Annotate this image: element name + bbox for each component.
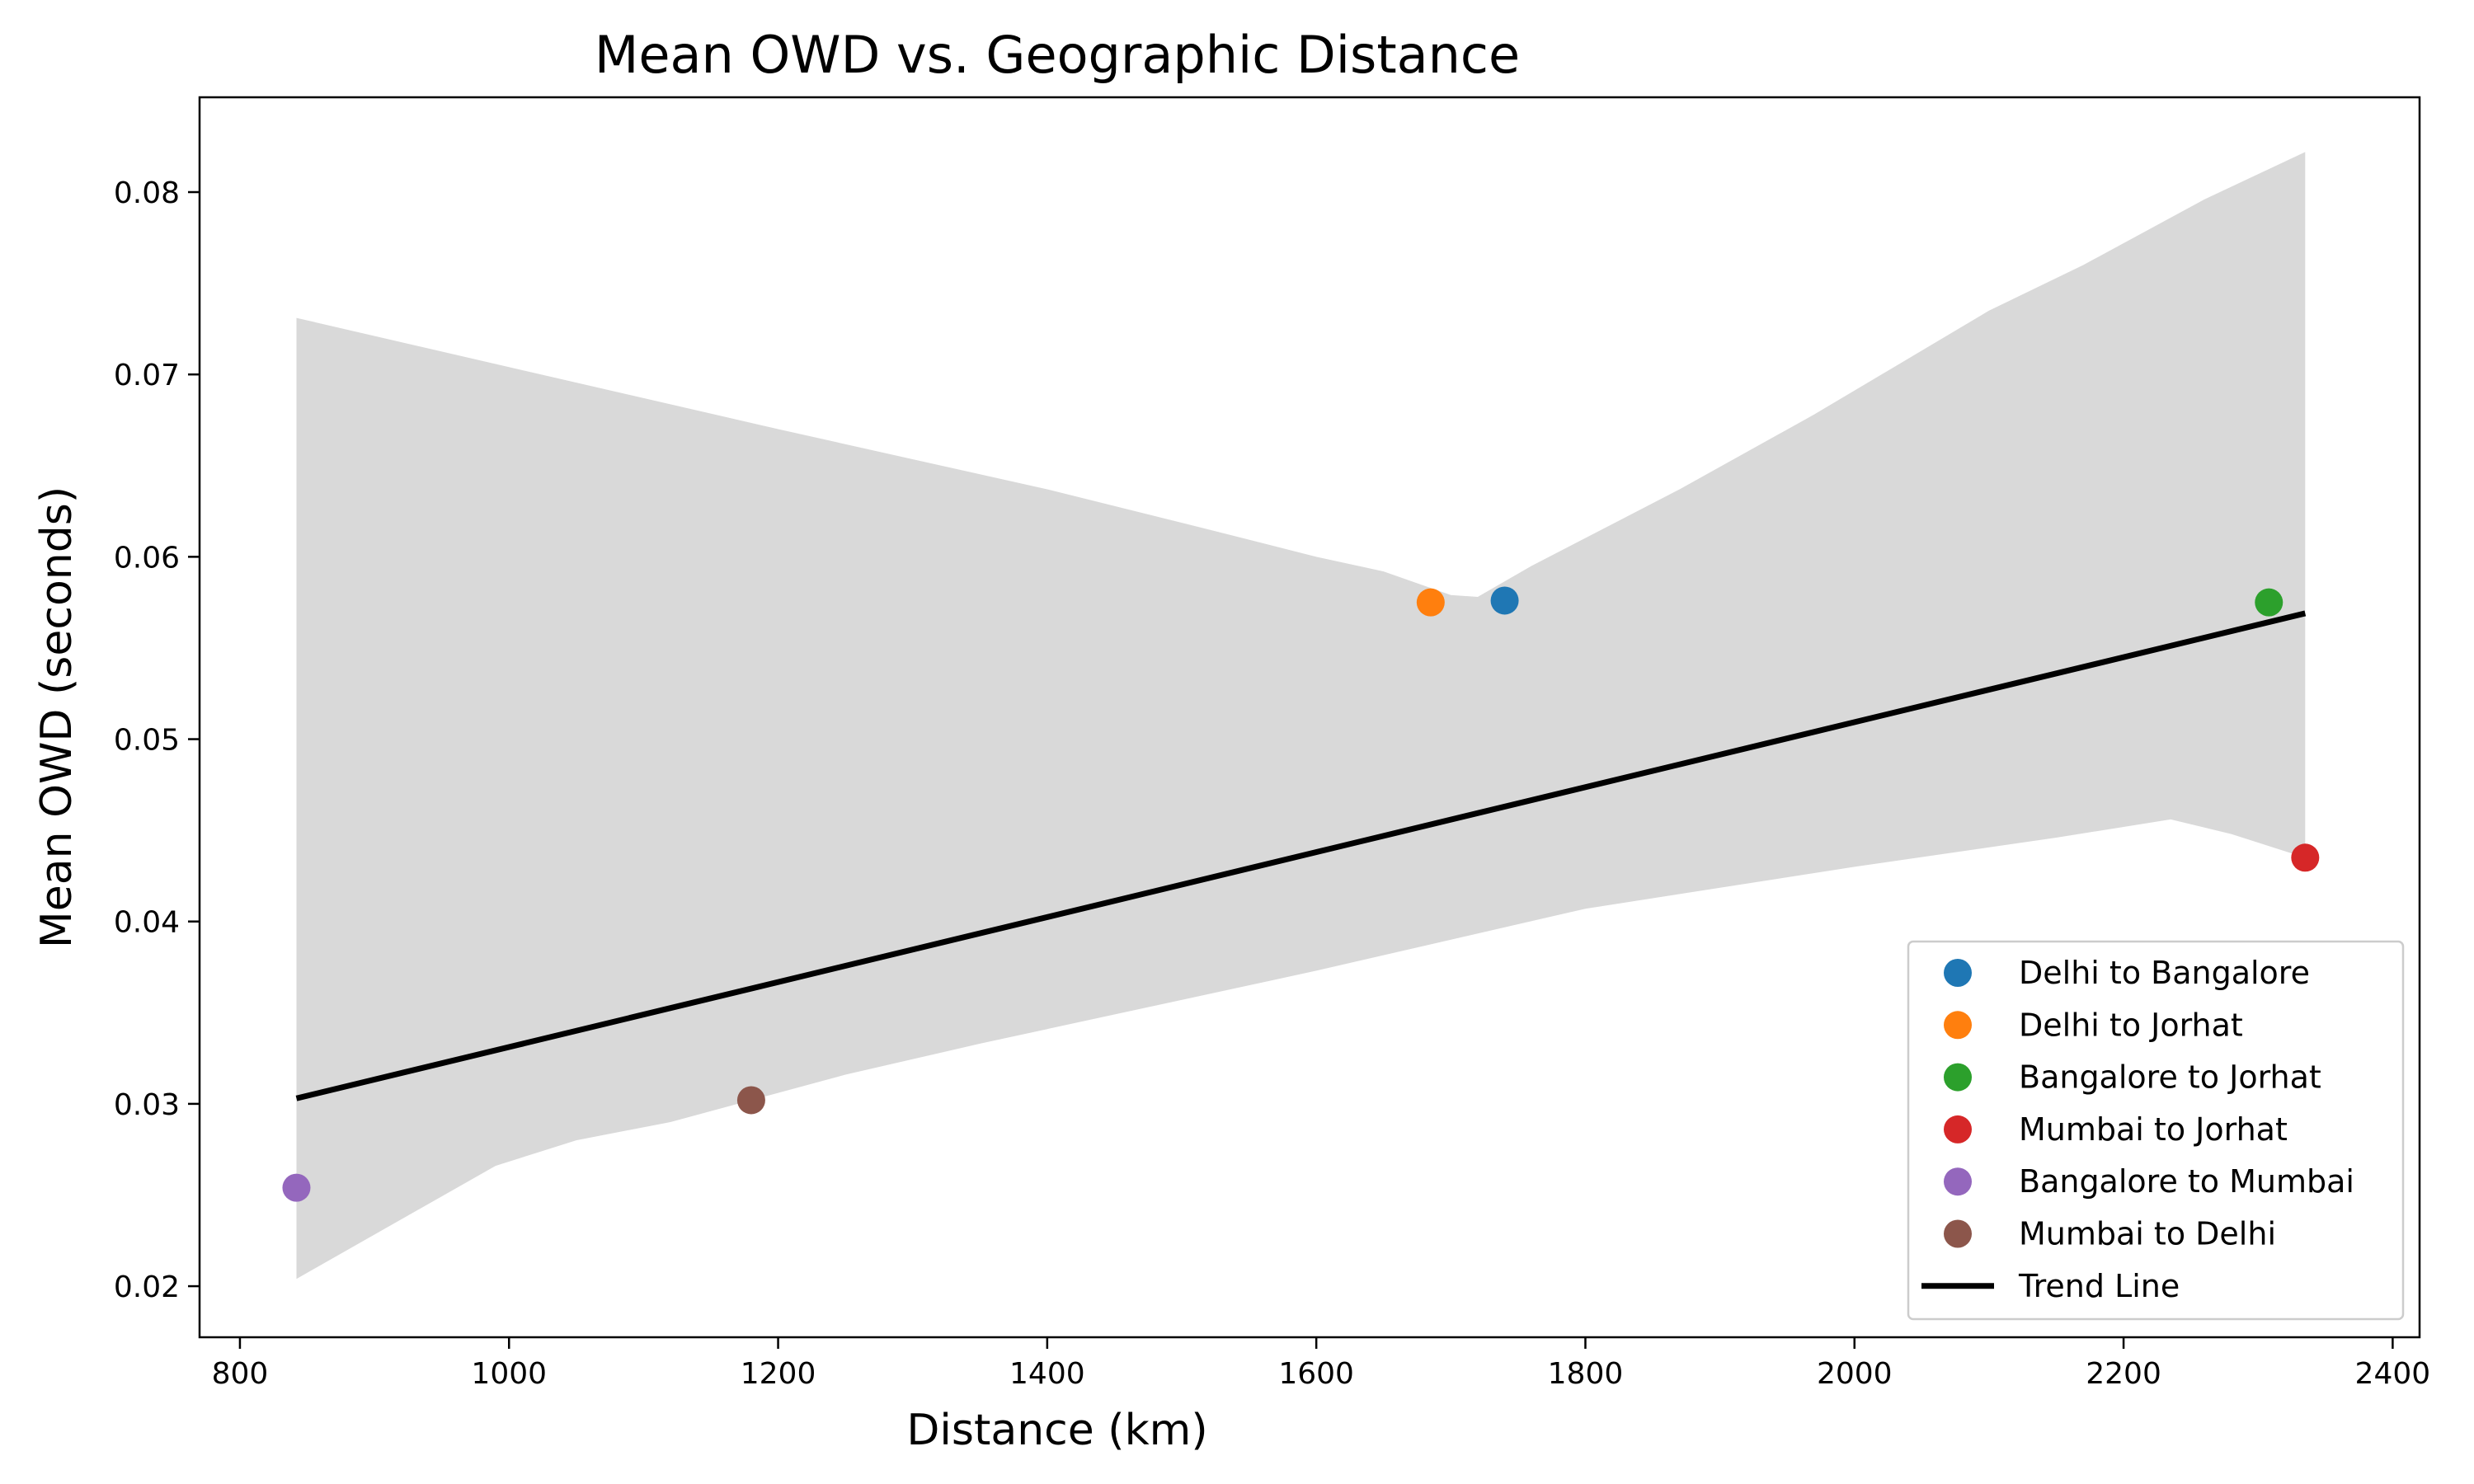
y-axis-label: Mean OWD (seconds) — [32, 486, 82, 948]
plot-area — [282, 152, 2320, 1280]
x-tick-label: 1400 — [1009, 1357, 1085, 1391]
y-tick-label: 0.08 — [114, 176, 180, 210]
legend-label-4: Bangalore to Mumbai — [2019, 1163, 2354, 1200]
x-tick-label: 2000 — [1817, 1357, 1893, 1391]
data-point-4 — [282, 1173, 311, 1202]
legend-label-3: Mumbai to Jorhat — [2019, 1111, 2288, 1148]
x-tick-label: 1600 — [1278, 1357, 1354, 1391]
x-axis-ticks: 800 1000 1200 1400 1600 1800 2000 2200 2400 — [212, 1337, 2431, 1391]
confidence-band — [296, 152, 2306, 1280]
y-tick-label: 0.04 — [114, 906, 180, 940]
legend-label-0: Delhi to Bangalore — [2019, 955, 2310, 991]
y-tick-label: 0.03 — [114, 1088, 180, 1122]
y-tick-label: 0.05 — [114, 724, 180, 758]
y-tick-label: 0.07 — [114, 359, 180, 392]
y-tick-label: 0.02 — [114, 1270, 180, 1304]
data-point-0 — [1490, 586, 1519, 615]
y-tick-label: 0.06 — [114, 541, 180, 575]
legend-marker-5 — [1944, 1219, 1972, 1248]
plot-frame — [198, 96, 2421, 1339]
legend-marker-3 — [1944, 1115, 1972, 1144]
legend-marker-2 — [1944, 1063, 1972, 1092]
x-tick-label: 2200 — [2086, 1357, 2161, 1391]
legend-marker-0 — [1944, 959, 1972, 987]
x-tick-label: 2400 — [2355, 1357, 2431, 1391]
x-tick-label: 1000 — [471, 1357, 547, 1391]
x-tick-label: 800 — [212, 1357, 269, 1391]
legend-marker-1 — [1944, 1011, 1972, 1040]
data-point-3 — [2291, 843, 2320, 872]
data-point-1 — [1416, 588, 1445, 617]
x-tick-label: 1800 — [1548, 1357, 1624, 1391]
legend-label-2: Bangalore to Jorhat — [2019, 1059, 2321, 1096]
data-point-2 — [2255, 588, 2284, 617]
legend-label-1: Delhi to Jorhat — [2019, 1007, 2243, 1043]
data-points — [282, 586, 2320, 1202]
legend: Delhi to Bangalore Delhi to Jorhat Bangalo… — [1907, 940, 2405, 1321]
legend-label-5: Mumbai to Delhi — [2019, 1216, 2276, 1252]
legend-box — [1907, 940, 2405, 1321]
legend-marker-4 — [1944, 1167, 1972, 1196]
legend-label-6: Trend Line — [2018, 1268, 2180, 1304]
chart-title: Mean OWD vs. Geographic Distance — [595, 25, 1520, 85]
data-point-5 — [736, 1086, 765, 1115]
x-axis-label: Distance (km) — [906, 1406, 1207, 1455]
trend-line — [295, 610, 2307, 1101]
y-axis-ticks: 0.02 0.03 0.04 0.05 0.06 0.07 0.08 — [114, 176, 200, 1304]
x-tick-label: 1200 — [741, 1357, 816, 1391]
